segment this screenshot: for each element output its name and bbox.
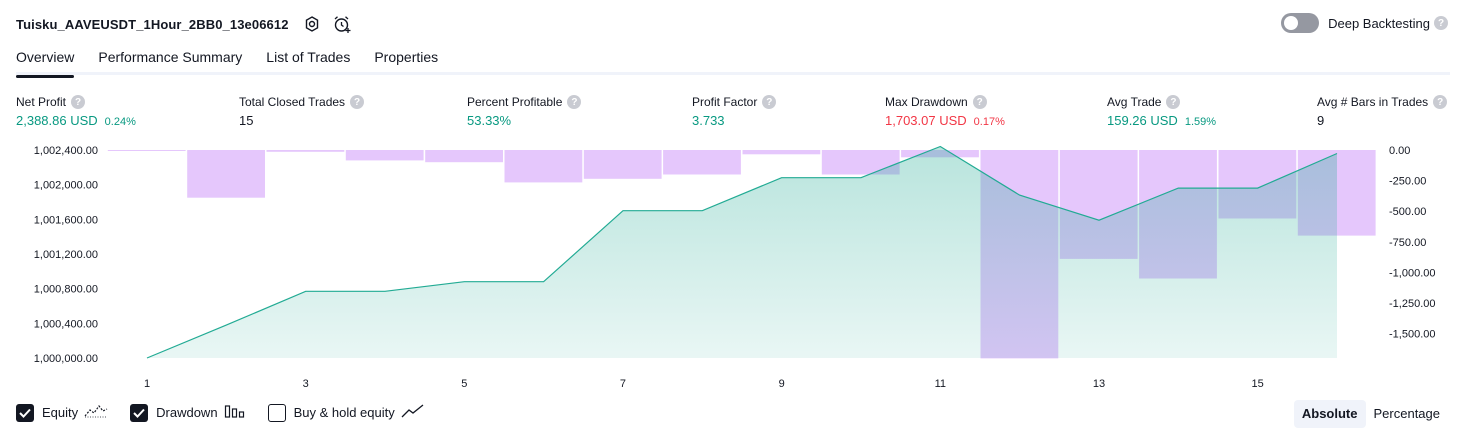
alarm-clock-plus-icon[interactable] [331,13,353,35]
strategy-title: Tuisku_AAVEUSDT_1Hour_2BB0_13e06612 [16,16,289,32]
absolute-button[interactable]: Absolute [1293,400,1366,428]
metric-value: 2,388.86 USD [16,113,98,128]
help-icon[interactable]: ? [1433,95,1448,109]
report-tabs: Overview Performance Summary List of Tra… [16,48,1450,78]
drawdown-bar [583,150,662,179]
metric-value: 53.33% [467,113,512,128]
metric-percent: 1.59% [1184,116,1217,128]
metric-value: 3.733 [692,113,725,128]
equity-series [146,145,1338,359]
metric-net-profit: Net Profit? 2,388.86 USD 0.24% [16,94,136,130]
legend-label: Drawdown [156,405,218,420]
metric-value: 159.26 USD [1107,113,1178,128]
help-icon[interactable]: ? [71,95,86,109]
right-axis-tick-label: -1,500.00 [1389,329,1435,341]
right-axis-tick-label: -250.00 [1389,176,1426,188]
drawdown-bar [107,150,186,151]
metric-percent-profitable: Percent Profitable? 53.33% [467,94,582,130]
x-axis-tick-label: 7 [620,378,626,390]
left-axis-tick-label: 1,001,200.00 [34,249,98,261]
left-axis-tick-label: 1,000,400.00 [34,318,98,330]
metric-label: Max Drawdown [885,95,968,109]
x-axis-tick-label: 5 [461,378,467,390]
equity-line-icon [84,403,108,422]
metric-label: Total Closed Trades [239,95,346,109]
drawdown-bars-icon [224,403,246,422]
x-axis-tick-label: 15 [1251,378,1263,390]
legend-buy-hold-equity[interactable]: Buy & hold equity [267,403,425,422]
left-axis-tick-label: 1,000,800.00 [34,284,98,296]
x-axis-tick-label: 13 [1093,378,1105,390]
x-axis-tick-label: 3 [303,378,309,390]
metric-label: Net Profit [16,95,67,109]
left-axis-tick-label: 1,002,000.00 [34,180,98,192]
legend-label: Buy & hold equity [293,405,395,420]
metric-profit-factor: Profit Factor? 3.733 [692,94,777,130]
buy-hold-checkbox[interactable] [267,403,286,422]
metric-percent: 0.24% [104,116,136,128]
drawdown-bar [425,150,503,163]
legend-label: Equity [42,405,79,420]
equity-line [146,145,1338,359]
tab-list-of-trades[interactable]: List of Trades [266,49,351,65]
left-axis-tick-label: 1,000,000.00 [34,353,98,365]
equity-checkbox[interactable] [16,403,34,422]
legend-equity[interactable]: Equity [16,403,108,422]
deep-backtesting-control: Deep Backtesting ? [1281,13,1448,33]
deep-backtesting-toggle[interactable] [1281,13,1320,33]
percentage-button[interactable]: Percentage [1373,406,1441,421]
metric-label: Percent Profitable [467,95,563,109]
drawdown-bar [504,150,583,183]
x-axis-tick-label: 1 [144,378,150,390]
right-axis-tick-label: 0.00 [1389,145,1410,157]
metric-avg-trade: Avg Trade? 159.26 USD 1.59% [1107,94,1216,130]
equity-area [147,146,1337,358]
tab-overview[interactable]: Overview [16,48,75,78]
right-axis-tick-label: -750.00 [1389,237,1426,249]
metric-label: Avg Trade [1107,95,1162,109]
help-icon[interactable]: ? [972,95,987,109]
metric-label: Avg # Bars in Trades [1317,95,1429,109]
x-axis-tick-label: 11 [935,378,946,390]
help-icon[interactable]: ? [1434,16,1448,30]
metric-label: Profit Factor [692,95,758,109]
left-axis-tick-label: 1,002,400.00 [34,145,98,157]
help-icon[interactable]: ? [350,95,365,109]
right-axis-tick-label: -1,250.00 [1389,298,1435,310]
buy-hold-line-icon [401,403,425,422]
help-icon[interactable]: ? [567,95,582,109]
drawdown-bar [345,150,424,161]
deep-backtesting-label: Deep Backtesting [1328,15,1430,31]
metric-value: 15 [239,113,254,128]
strategy-header: Tuisku_AAVEUSDT_1Hour_2BB0_13e06612 [16,12,353,36]
left-axis-tick-label: 1,001,600.00 [34,214,98,226]
help-icon[interactable]: ? [762,95,777,109]
chart-axes: 1,002,400.00 1,002,000.00 1,001,600.00 1,00… [34,145,1436,390]
value-mode-toggle: Absolute Percentage [1293,400,1448,428]
tab-properties[interactable]: Properties [374,49,439,65]
tab-performance-summary[interactable]: Performance Summary [98,49,243,65]
right-axis-tick-label: -500.00 [1389,206,1426,218]
metric-percent: 0.17% [973,116,1005,128]
drawdown-bar [187,150,265,198]
drawdown-bar [663,150,741,175]
metric-avg-bars-in-trades: Avg # Bars in Trades? 9 [1317,94,1448,130]
chart-legend: Equity Drawdown Buy & hold equity [16,403,447,422]
equity-drawdown-chart[interactable]: 1,002,400.00 1,002,000.00 1,001,600.00 1,00… [0,140,1466,395]
metric-value: 1,703.07 USD [885,113,967,128]
drawdown-bar [742,150,821,155]
x-axis-tick-label: 9 [779,378,785,390]
gear-icon[interactable] [301,13,323,35]
metric-total-closed-trades: Total Closed Trades? 15 [239,94,365,130]
metric-value: 9 [1317,113,1325,128]
drawdown-bar [266,150,345,152]
help-icon[interactable]: ? [1166,95,1181,109]
legend-drawdown[interactable]: Drawdown [130,403,245,422]
drawdown-checkbox[interactable] [130,403,149,422]
toggle-knob [1284,16,1299,30]
right-axis-tick-label: -1,000.00 [1389,267,1435,279]
metric-max-drawdown: Max Drawdown? 1,703.07 USD 0.17% [885,94,1005,130]
